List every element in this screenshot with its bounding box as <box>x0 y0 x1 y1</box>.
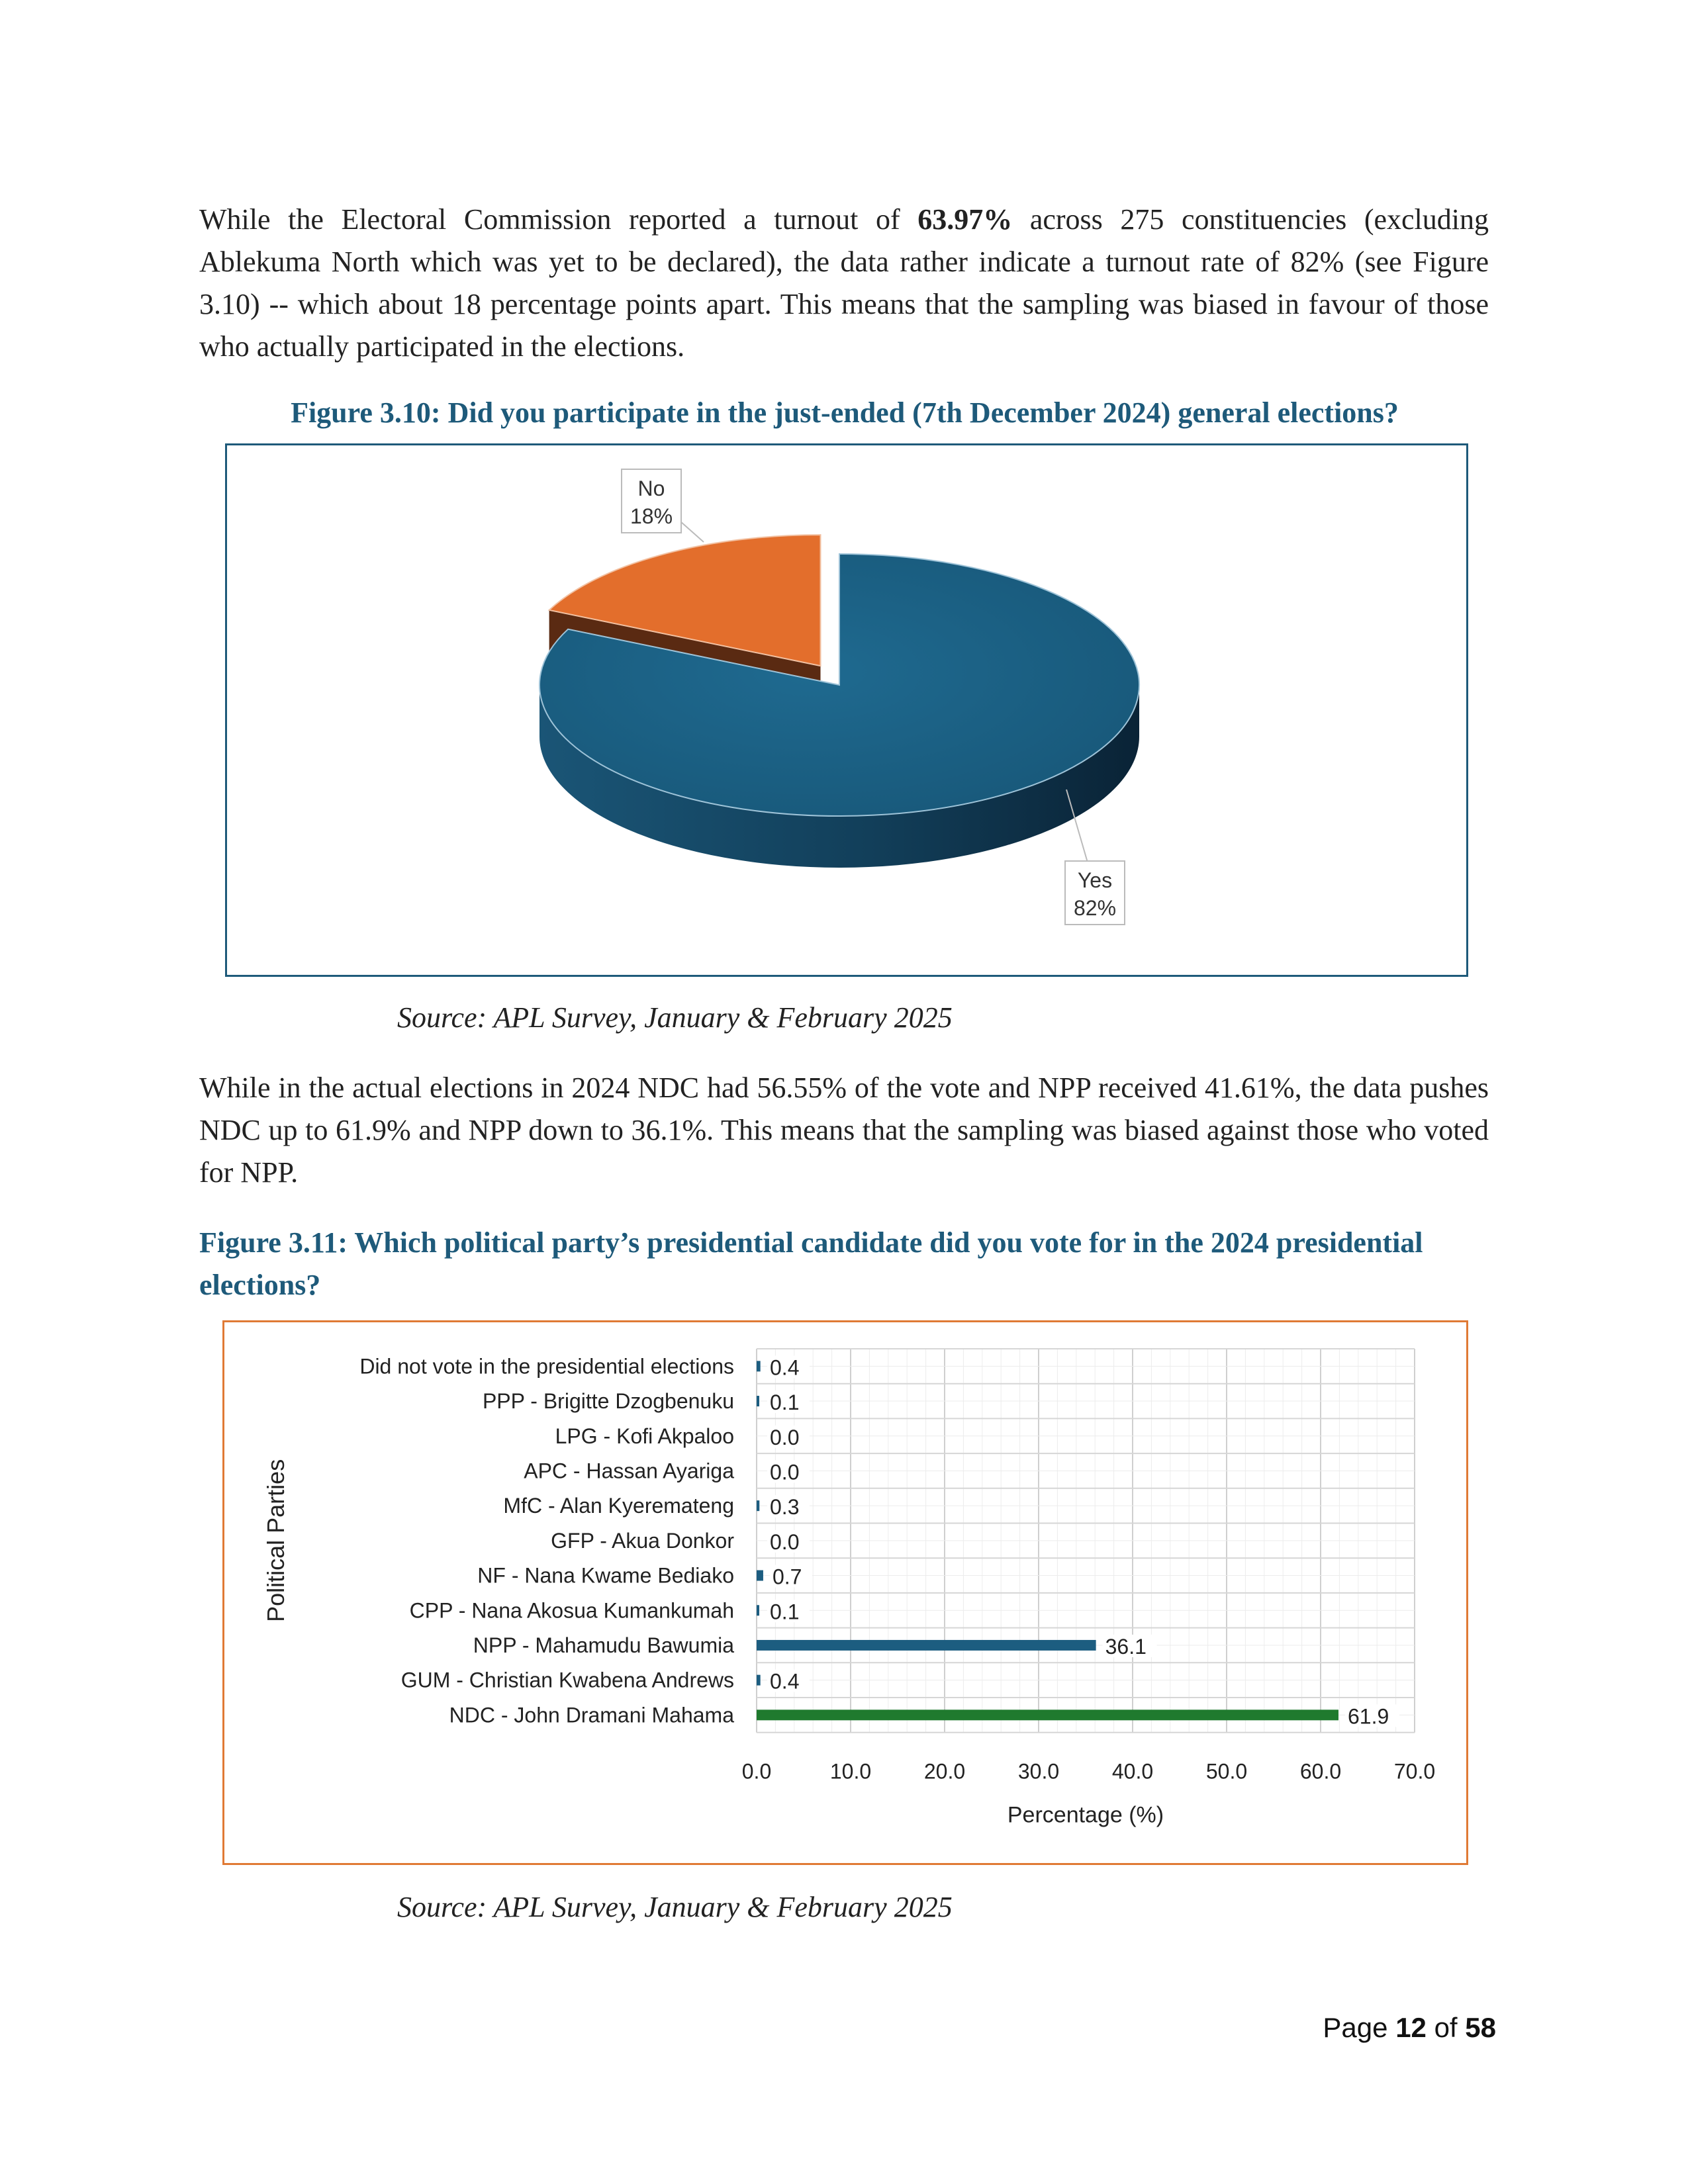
figure-3-10-source: Source: APL Survey, January & February 2… <box>397 1001 953 1034</box>
value-label-1: 0.1 <box>770 1390 799 1414</box>
x-tick-2: 20.0 <box>924 1760 965 1784</box>
bar-10 <box>757 1709 1338 1721</box>
bar-layer <box>757 1361 1338 1721</box>
value-label-bg-8 <box>1102 1634 1157 1657</box>
pie-label-no-value: 18% <box>630 504 673 528</box>
bar-7 <box>757 1605 759 1616</box>
bar-chart-svg: Did not vote in the presidential electio… <box>262 1348 1435 1828</box>
page-prefix: Page <box>1323 2012 1396 2043</box>
value-label-bg-4 <box>767 1495 810 1518</box>
value-label-10: 61.9 <box>1348 1704 1389 1728</box>
bar-6 <box>757 1570 763 1581</box>
category-label-0: Did not vote in the presidential electio… <box>359 1354 734 1378</box>
x-tick-7: 70.0 <box>1394 1760 1435 1784</box>
category-label-7: CPP - Nana Akosua Kumankumah <box>410 1598 734 1622</box>
value-label-7: 0.1 <box>770 1600 799 1623</box>
bar-8 <box>757 1639 1096 1651</box>
x-tick-3: 30.0 <box>1018 1760 1059 1784</box>
value-label-5: 0.0 <box>770 1530 799 1554</box>
value-label-bg-2 <box>767 1425 810 1448</box>
x-tick-6: 60.0 <box>1300 1760 1341 1784</box>
figure-3-10-title: Figure 3.10: Did you participate in the … <box>291 396 1399 429</box>
bar-9 <box>757 1674 761 1686</box>
page-current: 12 <box>1395 2012 1427 2043</box>
category-label-4: MfC - Alan Kyeremateng <box>503 1494 734 1518</box>
pie-chart-svg: No 18% Yes 82% <box>539 469 1140 925</box>
pie-yes-side <box>539 685 1139 868</box>
y-axis-label: Political Parties <box>262 1459 289 1622</box>
pie-label-no-category: No <box>638 477 665 500</box>
paragraph1-pre: While the Electoral Commission reported … <box>199 203 918 236</box>
page-number: Page 12 of 58 <box>1323 2012 1496 2044</box>
page-total: 58 <box>1465 2012 1496 2043</box>
value-label-bg-1 <box>767 1390 810 1414</box>
value-label-0: 0.4 <box>770 1355 799 1379</box>
figure-3-11-title: Figure 3.11: Which political party’s pre… <box>199 1226 1423 1301</box>
value-label-bg-10 <box>1344 1704 1399 1727</box>
x-axis-label: Percentage (%) <box>1008 1803 1164 1828</box>
turnout-figure: 63.97% <box>917 203 1013 236</box>
x-tick-4: 40.0 <box>1112 1760 1153 1784</box>
value-label-6: 0.7 <box>773 1565 802 1589</box>
pie-label-yes: Yes 82% <box>1064 789 1125 925</box>
paragraph1-post: across 275 constituencies (excluding Abl… <box>199 203 1489 363</box>
x-tick-1: 10.0 <box>830 1760 871 1784</box>
category-label-3: APC - Hassan Ayariga <box>524 1459 734 1482</box>
value-label-8: 36.1 <box>1105 1635 1147 1659</box>
category-label-9: GUM - Christian Kwabena Andrews <box>401 1668 734 1692</box>
category-label-8: NPP - Mahamudu Bawumia <box>473 1633 734 1657</box>
comparison-paragraph: While in the actual elections in 2024 ND… <box>199 1071 1489 1189</box>
value-label-9: 0.4 <box>770 1670 799 1694</box>
pie-label-yes-value: 82% <box>1074 896 1116 920</box>
x-tick-0: 0.0 <box>742 1760 771 1784</box>
pie-slice-yes <box>539 553 1140 817</box>
value-label-bg-5 <box>767 1529 810 1553</box>
value-label-2: 0.0 <box>770 1426 799 1449</box>
figure-3-11-source: Source: APL Survey, January & February 2… <box>397 1891 953 1923</box>
category-label-2: LPG - Kofi Akpaloo <box>555 1424 734 1448</box>
category-label-1: PPP - Brigitte Dzogbenuku <box>483 1389 734 1413</box>
x-tick-5: 50.0 <box>1206 1760 1247 1784</box>
pie-label-no: No 18% <box>621 469 704 543</box>
category-label-6: NF - Nana Kwame Bediako <box>477 1564 734 1588</box>
bar-text: Did not vote in the presidential electio… <box>262 1354 1435 1827</box>
intro-paragraph: While the Electoral Commission reported … <box>199 199 1489 368</box>
value-label-bg-3 <box>767 1460 810 1483</box>
value-label-3: 0.0 <box>770 1460 799 1484</box>
value-label-bg-9 <box>767 1669 810 1692</box>
bar-1 <box>757 1396 759 1407</box>
bar-0 <box>757 1361 761 1372</box>
pie-slice-no <box>547 534 821 667</box>
pie-layer <box>539 534 1140 868</box>
value-label-4: 0.3 <box>770 1495 799 1519</box>
vote-bar-chart: Did not vote in the presidential electio… <box>222 1320 1468 1865</box>
pie-label-yes-category: Yes <box>1078 868 1112 892</box>
participation-pie-chart: No 18% Yes 82% <box>225 443 1468 977</box>
pie-labels: No 18% Yes 82% <box>621 469 1125 925</box>
category-label-5: GFP - Akua Donkor <box>551 1529 734 1553</box>
value-label-bg-7 <box>767 1600 810 1623</box>
category-label-10: NDC - John Dramani Mahama <box>449 1703 735 1727</box>
value-label-bg-0 <box>767 1355 810 1379</box>
bar-grid <box>756 1348 1415 1733</box>
value-label-bg-6 <box>769 1565 812 1588</box>
bar-4 <box>757 1500 760 1512</box>
page-of: of <box>1426 2012 1466 2043</box>
